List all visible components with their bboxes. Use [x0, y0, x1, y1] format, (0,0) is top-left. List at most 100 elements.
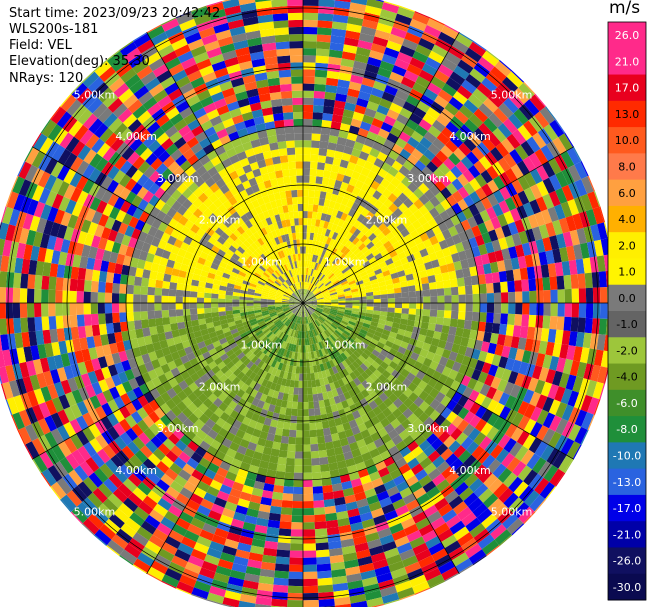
velocity-gate: [319, 141, 329, 150]
velocity-gate: [324, 214, 332, 223]
velocity-gate: [341, 545, 356, 555]
velocity-gate: [391, 451, 404, 463]
velocity-gate: [301, 303, 303, 310]
velocity-gate: [402, 101, 417, 113]
velocity-gate: [295, 430, 303, 438]
velocity-gate: [534, 111, 550, 129]
velocity-gate: [347, 580, 364, 590]
velocity-gate: [303, 479, 313, 488]
velocity-gate: [352, 211, 361, 220]
velocity-gate: [397, 328, 406, 336]
velocity-gate: [366, 154, 377, 165]
velocity-gate: [426, 107, 441, 120]
velocity-gate: [331, 483, 343, 492]
velocity-gate: [487, 179, 500, 194]
velocity-gate: [303, 203, 309, 212]
velocity-gate: [468, 164, 481, 179]
velocity-gate: [318, 148, 328, 157]
velocity-gate: [333, 7, 350, 17]
velocity-gate: [580, 394, 593, 413]
velocity-gate: [53, 354, 64, 369]
velocity-gate: [351, 310, 359, 315]
velocity-gate: [364, 488, 377, 499]
velocity-gate: [443, 310, 452, 319]
velocity-gate: [175, 439, 188, 452]
velocity-gate: [462, 267, 471, 278]
velocity-gate: [268, 307, 276, 311]
velocity-gate: [308, 358, 313, 367]
velocity-gate: [70, 403, 83, 419]
velocity-gate: [107, 332, 117, 345]
velocity-gate: [289, 550, 303, 558]
velocity-gate: [318, 0, 335, 8]
velocity-gate: [402, 377, 412, 388]
velocity-gate: [314, 328, 320, 336]
velocity-gate: [244, 515, 258, 525]
velocity-gate: [149, 326, 158, 336]
velocity-gate: [370, 431, 381, 442]
velocity-gate: [222, 396, 233, 407]
velocity-gate: [234, 348, 243, 357]
velocity-gate: [388, 249, 398, 259]
velocity-gate: [483, 493, 499, 509]
velocity-gate: [423, 504, 438, 518]
velocity-gate: [424, 200, 435, 212]
velocity-gate: [259, 460, 270, 470]
velocity-gate: [331, 366, 339, 375]
velocity-gate: [430, 76, 446, 90]
velocity-gate: [306, 225, 312, 233]
velocity-gate: [26, 390, 39, 408]
velocity-gate: [417, 215, 428, 226]
velocity-gate: [108, 440, 122, 455]
velocity-gate: [105, 313, 113, 324]
velocity-gate: [414, 124, 428, 137]
velocity-gate: [207, 360, 218, 370]
velocity-gate: [393, 282, 401, 289]
velocity-gate: [521, 242, 532, 256]
velocity-gate: [56, 367, 68, 382]
velocity-gate: [310, 268, 314, 277]
velocity-gate: [31, 437, 46, 456]
velocity-gate: [324, 320, 331, 327]
velocity-gate: [505, 235, 516, 249]
velocity-gate: [288, 436, 296, 445]
velocity-gate: [307, 292, 314, 298]
velocity-gate: [303, 522, 315, 530]
velocity-gate: [456, 85, 473, 100]
velocity-gate: [381, 592, 400, 604]
velocity-gate: [146, 471, 161, 485]
velocity-gate: [208, 383, 218, 394]
velocity-gate: [299, 331, 302, 339]
velocity-gate: [169, 480, 184, 494]
velocity-gate: [277, 391, 284, 400]
velocity-gate: [361, 380, 370, 389]
velocity-gate: [107, 399, 120, 413]
velocity-gate: [189, 493, 204, 505]
velocity-gate: [352, 236, 360, 246]
velocity-gate: [291, 307, 298, 313]
velocity-gate: [219, 411, 230, 422]
velocity-gate: [383, 356, 393, 366]
velocity-gate: [397, 346, 407, 355]
velocity-gate: [356, 438, 367, 449]
velocity-gate: [326, 244, 332, 253]
velocity-gate: [309, 232, 315, 241]
velocity-gate: [397, 403, 409, 414]
velocity-gate: [113, 396, 126, 410]
velocity-gate: [326, 70, 340, 80]
velocity-gate: [421, 222, 432, 233]
velocity-gate: [154, 418, 167, 431]
velocity-gate: [444, 51, 462, 66]
velocity-gate: [432, 266, 442, 276]
velocity-gate: [100, 334, 110, 346]
velocity-gate: [307, 291, 312, 298]
velocity-gate: [162, 438, 176, 451]
velocity-gate: [186, 457, 199, 470]
velocity-gate: [303, 300, 310, 303]
velocity-gate: [210, 503, 225, 515]
velocity-gate: [463, 454, 477, 469]
velocity-gate: [361, 518, 376, 529]
velocity-gate: [345, 231, 353, 240]
velocity-gate: [318, 349, 324, 357]
velocity-gate: [92, 487, 108, 504]
